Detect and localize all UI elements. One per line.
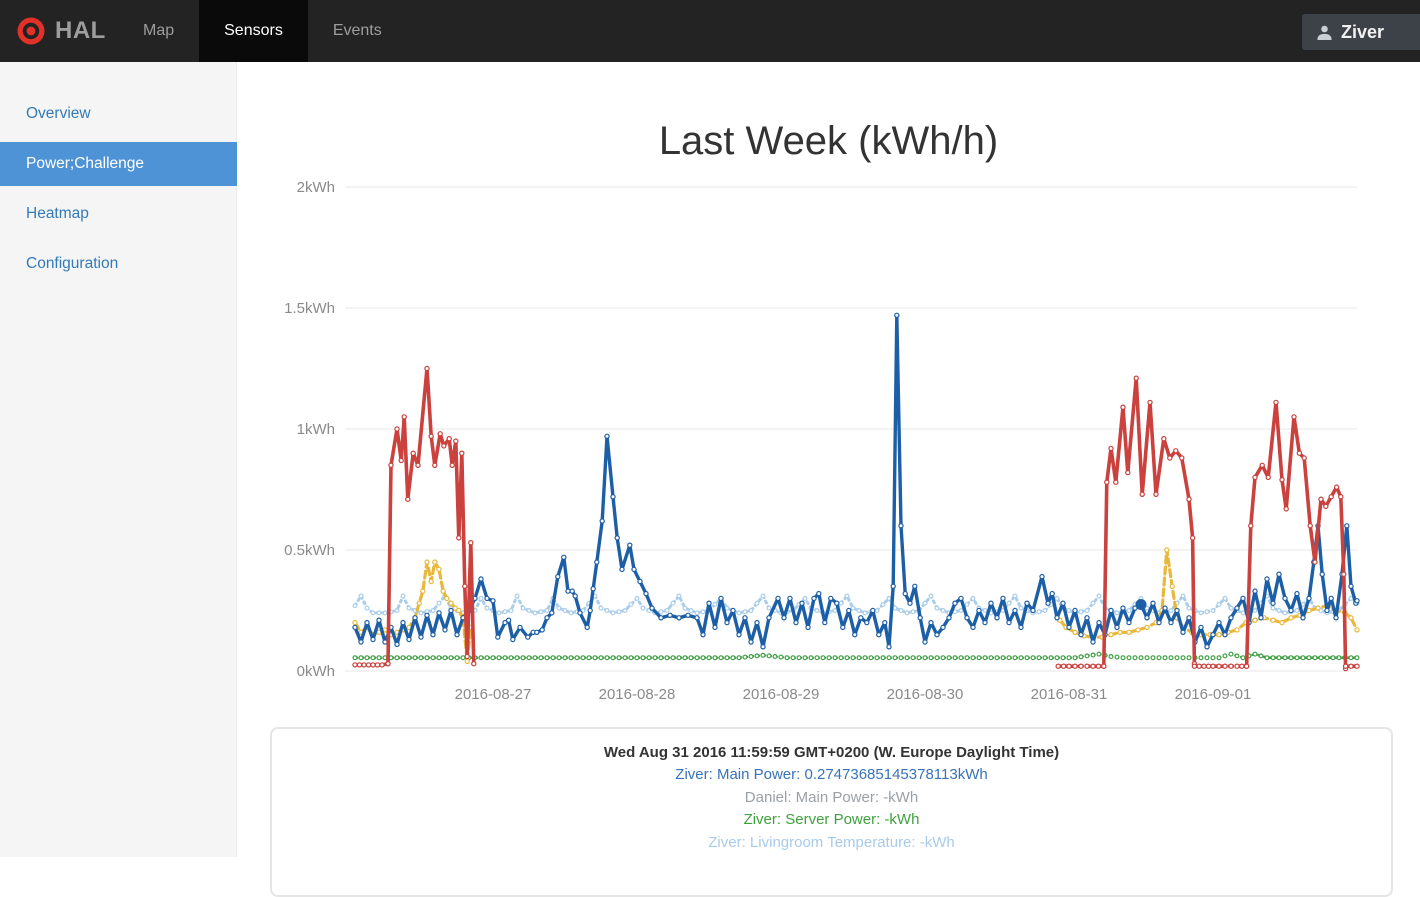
main-nav: Map Sensors Events [118,0,407,62]
tooltip-entry-daniel-main-power: Daniel: Main Power: -kWh [744,788,919,806]
user-icon [1317,25,1332,40]
svg-text:2016-09-01: 2016-09-01 [1175,686,1252,703]
svg-text:0.5kWh: 0.5kWh [284,542,335,559]
chart-title: Last Week (kWh/h) [658,118,999,163]
user-menu-button[interactable]: Ziver [1302,14,1420,50]
brand-title: HAL [55,17,106,44]
nav-item-map[interactable]: Map [143,22,175,39]
sidebar-item-power-challenge[interactable]: Power;Challenge [0,142,237,186]
svg-text:1.5kWh: 1.5kWh [284,300,335,317]
sidebar-item-heatmap[interactable]: Heatmap [26,205,89,222]
user-name: Ziver [1341,21,1385,42]
tooltip-entry-livingroom-temperature: Ziver: Livingroom Temperature: -kWh [708,833,955,851]
nav-item-events[interactable]: Events [332,22,382,39]
tooltip-timestamp: Wed Aug 31 2016 11:59:59 GMT+0200 (W. Eu… [603,744,1060,761]
app-logo[interactable]: HAL [16,0,106,62]
hal-bullseye-icon [17,17,45,45]
svg-text:2016-08-31: 2016-08-31 [1031,686,1108,703]
sidebar: Overview Power;Challenge Heatmap Configu… [0,62,237,857]
svg-text:0kWh: 0kWh [297,663,335,680]
tooltip-entry-main-power: Ziver: Main Power: 0.27473685145378113kW… [675,766,988,784]
svg-text:2016-08-30: 2016-08-30 [887,686,964,703]
sidebar-item-overview[interactable]: Overview [26,105,91,122]
svg-text:2016-08-28: 2016-08-28 [599,686,676,703]
power-chart[interactable]: 0kWh 0.5kWh 1kWh 1.5kWh 2kWh 2016-08-27 2016-0… [250,160,1370,710]
sidebar-item-configuration[interactable]: Configuration [26,255,119,272]
svg-text:1kWh: 1kWh [297,421,335,438]
svg-text:2016-08-27: 2016-08-27 [455,686,532,703]
nav-item-sensors[interactable]: Sensors [199,0,308,62]
chart-tooltip-card: Wed Aug 31 2016 11:59:59 GMT+0200 (W. Eu… [270,727,1393,897]
top-navbar: HAL Map Sensors Events Ziver [0,0,1420,62]
tooltip-entry-server-power: Ziver: Server Power: -kWh [743,811,920,829]
svg-text:2kWh: 2kWh [297,179,335,196]
svg-text:2016-08-29: 2016-08-29 [743,686,820,703]
